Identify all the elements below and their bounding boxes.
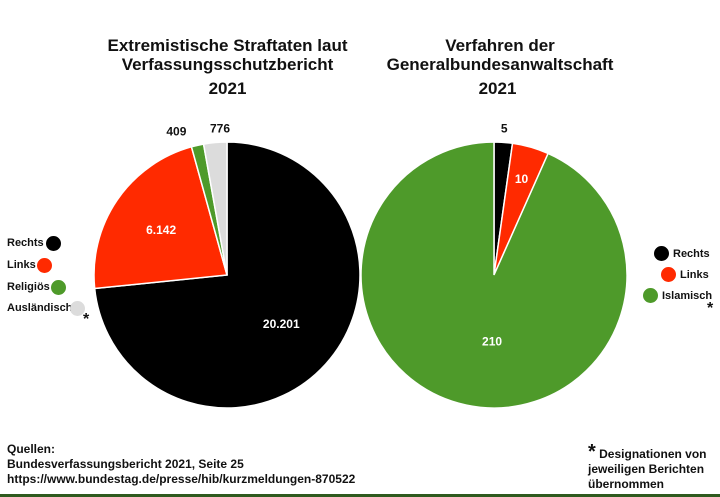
legend-label-rechts: Rechts (7, 237, 44, 249)
sources: Quellen: Bundesverfassungsbericht 2021, … (7, 442, 355, 487)
left-chart-title: Extremistische Straftaten laut Verfassun… (90, 36, 365, 74)
right-chart-year: 2021 (478, 79, 517, 98)
legend-swatch-rechts-2 (654, 246, 669, 261)
data-label-rechts: 5 (501, 121, 508, 135)
legend-swatch-links-2 (661, 267, 676, 282)
legend-note-star-2: * (707, 300, 714, 317)
legend-swatch-auslaendisch (70, 301, 85, 316)
legend-swatch-rechts (46, 236, 61, 251)
legend-swatch-links (37, 258, 52, 273)
title-line: Extremistische Straftaten laut (107, 36, 348, 55)
pie-slice-ausländisch (202, 141, 228, 276)
title-line: Verfahren der (445, 36, 555, 55)
data-label-ausländisch: 776 (210, 122, 230, 136)
pie-slice-islamisch (360, 141, 628, 409)
left-chart-year: 2021 (208, 79, 247, 98)
legend-swatch-islamisch (643, 288, 658, 303)
legend-label-rechts-2: Rechts (673, 248, 710, 260)
legend-swatch-religioes (51, 280, 66, 295)
legend-label-auslaendisch: Ausländisch (7, 302, 73, 314)
designation-note: * Designationen von jeweiligen Berichten… (588, 442, 707, 492)
legend-label-links: Links (7, 259, 36, 271)
title-line: Verfassungsschutzbericht (121, 55, 334, 74)
legend-label-islamisch: Islamisch (662, 290, 713, 302)
note-line: übernommen (588, 477, 665, 491)
data-label-links: 10 (515, 172, 529, 186)
title-line: Generalbundesanwaltschaft (386, 55, 614, 74)
legend-label-links-2: Links (680, 269, 709, 281)
right-chart-title: Verfahren der Generalbundesanwaltschaft (370, 36, 630, 74)
source-2[interactable]: https://www.bundestag.de/presse/hib/kurz… (7, 472, 356, 486)
legend-label-religioes: Religiös (7, 281, 50, 293)
note-star: * (588, 441, 596, 463)
note-line: Designationen von (599, 447, 707, 461)
bottom-border (0, 494, 720, 497)
pie-slice-links (93, 145, 228, 290)
note-line: jeweiligen Berichten (588, 462, 705, 476)
legend-note-star: * (83, 311, 90, 328)
sources-label: Quellen: (7, 442, 56, 456)
data-label-links: 6.142 (146, 223, 176, 237)
data-label-rechts: 20.201 (263, 317, 300, 331)
data-label-religiös: 409 (166, 125, 186, 139)
source-1: Bundesverfassungsbericht 2021, Seite 25 (7, 457, 244, 471)
data-label-islamisch: 210 (482, 334, 502, 348)
